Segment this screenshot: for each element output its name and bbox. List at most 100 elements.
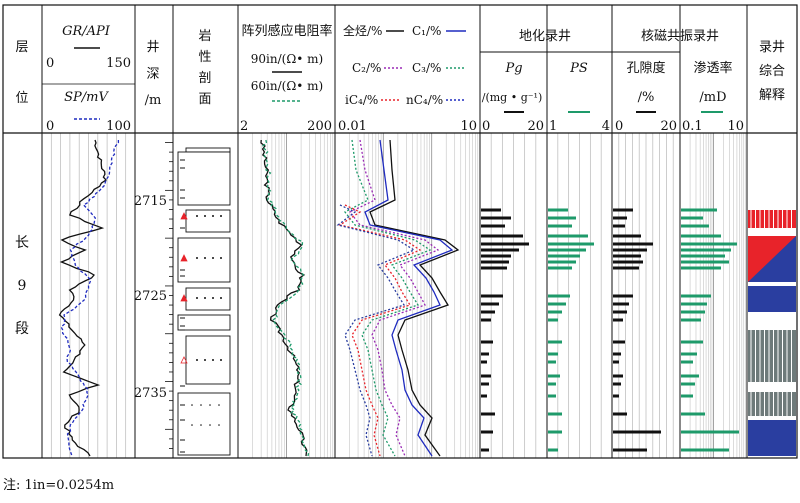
pg-bar	[481, 208, 501, 212]
litho-header-1: 岩	[198, 29, 211, 44]
sandstone-dot	[212, 359, 214, 361]
resist-max: 200	[307, 119, 332, 134]
perm-bar	[681, 310, 705, 314]
gas-c2-label: C₂/%	[352, 61, 381, 75]
ps-bar	[548, 360, 556, 364]
litho-layer	[185, 147, 231, 153]
por-bar	[613, 430, 661, 434]
ps-bar	[548, 260, 576, 264]
perm-label: 渗透率	[693, 60, 732, 76]
por-bar	[613, 242, 653, 246]
perm-bar	[681, 448, 729, 452]
zone-char-3: 段	[15, 321, 29, 337]
gas-min: 0.01	[338, 119, 367, 134]
perm-bar	[681, 382, 695, 386]
gas-c3-curve	[344, 139, 432, 457]
zone-char-1: 长	[15, 235, 29, 251]
sandstone-dot	[200, 404, 202, 406]
por-max: 20	[660, 119, 677, 134]
pg-bar	[481, 294, 503, 298]
sandstone-dot	[220, 297, 222, 299]
litho-header-2: 性	[198, 50, 211, 65]
gas-c1-curve	[364, 139, 454, 457]
ps-label: PS	[569, 61, 588, 76]
ps-bar	[548, 374, 560, 378]
depth-labels: 2715 2725 2735	[134, 194, 167, 401]
resist-60-curve	[261, 139, 310, 457]
perm-bar	[681, 412, 705, 416]
gas-max: 10	[460, 119, 477, 134]
por-unit: /%	[638, 90, 655, 105]
ps-bar	[548, 352, 558, 356]
ps-bar	[548, 318, 558, 322]
pg-bar	[481, 260, 509, 264]
pg-max: 20	[527, 119, 544, 134]
gas-nc4-label: nC₄/%	[406, 93, 443, 107]
pg-bar	[481, 234, 523, 238]
gr-label: GR/API	[62, 24, 111, 39]
depth-label-2725: 2725	[134, 289, 167, 304]
geochem-title: 地化录井	[519, 29, 571, 44]
outer-border	[2, 4, 798, 459]
depth-label-2735: 2735	[134, 386, 167, 401]
perm-bar	[681, 302, 707, 306]
pg-bar	[481, 412, 495, 416]
lithology-column	[177, 147, 231, 456]
por-bar	[613, 318, 623, 322]
pg-bar	[481, 318, 491, 322]
nmr-title: 核磁共振录井	[641, 29, 719, 44]
sandstone-dot	[218, 404, 220, 406]
pg-bar	[481, 382, 489, 386]
sandstone-dot	[191, 404, 193, 406]
footnote: 注: 1in=0.0254m	[3, 478, 115, 493]
perm-bar	[681, 260, 729, 264]
perm-bar	[681, 208, 717, 212]
pg-bar	[481, 352, 489, 356]
sandstone-dot	[220, 257, 222, 259]
por-bar	[613, 374, 623, 378]
por-bar	[613, 302, 629, 306]
perm-max: 10	[727, 119, 744, 134]
ps-bar	[548, 310, 562, 314]
perm-bar	[681, 374, 699, 378]
depth-header-3: /m	[145, 93, 162, 108]
perm-unit: /mD	[699, 90, 726, 105]
pg-min: 0	[482, 119, 490, 134]
ps-bar	[548, 242, 594, 246]
pg-bar	[481, 248, 519, 252]
perm-bar	[681, 216, 703, 220]
perm-bar	[681, 266, 721, 270]
header: 层 位 GR/API 0 150 SP/mV 0 100 井 深 /m 岩 性 …	[15, 23, 785, 134]
por-bar	[613, 208, 633, 212]
por-bar	[613, 260, 643, 264]
sandstone-dot	[209, 404, 211, 406]
litho-header-4: 面	[198, 92, 211, 107]
pg-bar	[481, 302, 499, 306]
sandstone-dot	[196, 359, 198, 361]
ps-bar	[548, 248, 586, 252]
pg-bar	[481, 360, 487, 364]
ps-bar	[548, 302, 566, 306]
pg-label: Pg	[504, 61, 522, 76]
interpretation-column	[748, 210, 796, 456]
ps-bar	[548, 216, 576, 220]
gas-ic4-label: iC₄/%	[345, 93, 378, 107]
depth-header-1: 井	[146, 40, 159, 55]
sandstone-dot	[204, 359, 206, 361]
resist-min: 2	[240, 119, 248, 134]
sp-label: SP/mV	[64, 90, 109, 105]
por-bar	[613, 254, 641, 258]
figure-frame	[2, 4, 798, 459]
ps-min: 1	[549, 119, 557, 134]
resist-title: 阵列感应电阻率	[241, 23, 332, 39]
por-bar	[613, 340, 625, 344]
sandstone-dot	[212, 257, 214, 259]
log-curves	[58, 139, 460, 457]
por-bar	[613, 216, 627, 220]
por-bar	[613, 248, 647, 252]
por-min: 0	[615, 119, 623, 134]
gas-c3-label: C₃/%	[412, 61, 441, 75]
por-bar	[613, 310, 627, 314]
litho-layer	[185, 335, 231, 385]
interp-water-layer	[748, 420, 796, 456]
